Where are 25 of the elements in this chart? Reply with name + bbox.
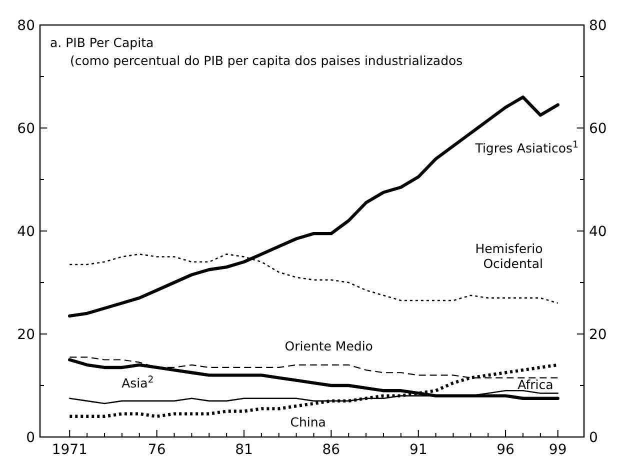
series-label: Hemisferio Ocidental bbox=[475, 241, 543, 272]
series-label: Tigres Asiaticos$^{1}$ bbox=[474, 139, 579, 156]
y2-tick-label: 0 bbox=[589, 430, 598, 446]
series-label: Africa bbox=[518, 376, 554, 392]
y-tick-label: 80 bbox=[17, 18, 35, 34]
series-label: Asia$^{2}$ bbox=[122, 374, 154, 391]
series-label: Oriente Medio bbox=[284, 338, 373, 354]
y2-tick-label: 20 bbox=[589, 326, 607, 343]
y-tick-label: 20 bbox=[17, 326, 35, 343]
x-tick-label: 99 bbox=[548, 442, 567, 458]
y2-tick-label: 40 bbox=[589, 224, 607, 240]
text: (como percentual do PIB per capita dos paises industrializados bbox=[70, 53, 463, 68]
x-tick-label: 86 bbox=[322, 442, 340, 458]
y-tick-label: 0 bbox=[26, 430, 35, 446]
x-tick-label: 1971 bbox=[52, 442, 88, 458]
y2-tick-label: 80 bbox=[589, 18, 607, 34]
x-tick-label: 76 bbox=[148, 442, 166, 458]
x-tick-label: 91 bbox=[409, 442, 428, 458]
text: a. PIB Per Capita bbox=[50, 35, 154, 50]
y2-tick-label: 60 bbox=[589, 120, 607, 137]
x-tick-label: 96 bbox=[496, 442, 515, 458]
y-tick-label: 40 bbox=[17, 224, 35, 240]
y-tick-label: 60 bbox=[17, 120, 35, 137]
series-label: China bbox=[290, 414, 326, 430]
x-tick-label: 81 bbox=[235, 442, 253, 458]
